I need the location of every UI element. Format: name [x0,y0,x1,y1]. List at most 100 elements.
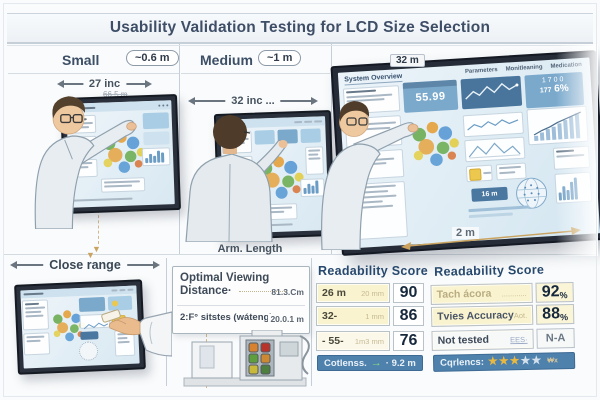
table-row: Tach ácora ............ 92% [430,281,574,305]
footer-label: Cqrlencs: [440,356,485,369]
divider [179,44,180,254]
footer-label: Cotlenss. [324,357,367,369]
row-label: 26 m [322,287,346,299]
row-label: Not tested [437,333,490,347]
score-cell: 92% [535,281,574,303]
large-distance-label: 2 m [452,227,479,239]
viewing-box-value2: 20.0.1 m [268,314,304,324]
viewing-box-row2-label: 2:F° sitstes (wáteng) [180,312,273,323]
table-row: 32- 1 mm 86 [316,306,424,326]
area-chart-card [526,105,589,146]
table-row: - 55- 1m3 mm 76 [316,331,424,351]
mini-card [23,332,51,356]
table1-header: Readability Score [318,264,429,278]
table-row: 26 m 20 mm 90 [316,283,424,303]
row-sublabel: Aot..caor [513,310,528,320]
line-chart-card [79,313,111,330]
row-sublabel: ............ [501,288,527,298]
equipment-illustration [183,330,310,387]
arrow-right-icon [153,261,160,269]
row-label: - 55- [322,335,344,347]
row-label: Tvies Accuracy [437,309,514,323]
medium-diagonal-label: 32 inc ... [225,95,281,107]
down-arrow-icon: ▼ [92,244,101,254]
small-diagonal-sub: 66.5 m [103,90,128,99]
mini-card [552,145,591,170]
title-bar: Usability Validation Testing for LCD Siz… [7,13,593,46]
medium-diagonal-arrow: 32 inc ... [188,95,318,107]
row-label: 32- [322,310,338,322]
line-chart-card [464,136,526,163]
score-cell: N-A [536,327,575,349]
kpi-line-chart [460,75,523,110]
medium-distance-badge: ~1 m [258,50,302,66]
stylus [101,309,121,323]
row-sublabel: 20 mm [361,288,384,298]
table2-header: Readability Score [434,262,545,279]
person-small-illustration [34,96,137,229]
down-arrow-icon: ▼ [86,250,95,260]
row-sublabel: 1 mm [365,311,384,321]
close-range-screen [20,285,140,369]
star-icon: ★ [509,355,520,368]
globe-chart [516,177,548,209]
confidence-stars: ★ ★ ★ ★ ★ [487,354,543,368]
star-icon: ★ [520,354,531,368]
row-sublabel: EES· [510,334,528,344]
row-sublabel: 1m3 mm [354,336,384,346]
viewing-box-title-line1: Optimal Viewing [180,272,270,284]
row-label: Tach ácora [436,287,492,301]
bar-chart-card [554,171,593,204]
table-row: Tvies Accuracy Aot..caor 88% [430,303,575,327]
arrow-left-icon [10,261,17,269]
divider [311,258,312,386]
arrow-right-icon [311,97,318,105]
viewing-distance-box: Optimal Viewing Distance· 81.3.Cm 2:F° s… [172,266,310,334]
stars-suffix: ₩x [547,357,558,365]
tab-medication: Medication [550,61,583,70]
small-diagonal-arrow: 27 inc [57,78,152,90]
mini-card [21,299,50,331]
score-cell: 90 [393,283,424,303]
line-chart-card [462,111,524,138]
readability-table-1: Readability Score 26 m 20 mm 90 32- 1 mm… [314,262,428,384]
close-range-monitor [14,279,146,375]
tab-monitoring: Monitleaning [505,64,543,73]
score-cell: 76 [393,331,424,351]
arrow-right-icon [145,80,152,88]
star-icon: ★ [487,355,498,368]
arrow-left-icon [188,97,195,105]
divider [8,73,179,74]
medium-panel-label: Medium [200,52,253,68]
divider [177,305,305,306]
person-medium-illustration [185,115,288,242]
readability-table-2: Readability Score Tach ácora ...........… [428,259,583,386]
score-cell: 86 [393,306,424,326]
star-icon: ★ [498,355,509,368]
pointing-hand-illustration [101,309,172,357]
small-distance-badge: ~0.6 m [126,50,179,66]
kpi-tertiary: 177 [539,86,552,95]
arm-length-label: Arm. Length [217,243,283,255]
kpi-percent: 6% [553,82,570,95]
dotted-leader [239,291,285,292]
close-range-label: Close range [43,258,127,272]
divider [4,254,596,255]
icon-card [465,164,493,183]
viewing-box-title-line2: Distance· [180,285,232,297]
decor-line [468,212,513,219]
dashboard-button [80,331,99,340]
page-title: Usability Validation Testing for LCD Siz… [109,19,491,36]
divider [181,73,330,74]
table2-footer: Cqrlencs: ★ ★ ★ ★ ★ ₩x [432,351,576,372]
globe-chart [78,341,99,362]
large-size-label: 32 m [390,54,425,67]
person-large-illustration [321,101,419,250]
footer-value: · 9.2 m [385,357,416,369]
close-range-arrow: Close range [10,258,160,272]
viewing-box-value1: 81.3.Cm [271,287,304,297]
green-arrow-icon: → [370,356,382,369]
small-diagonal-label: 27 inc [82,78,127,90]
small-panel-label: Small [62,52,100,68]
